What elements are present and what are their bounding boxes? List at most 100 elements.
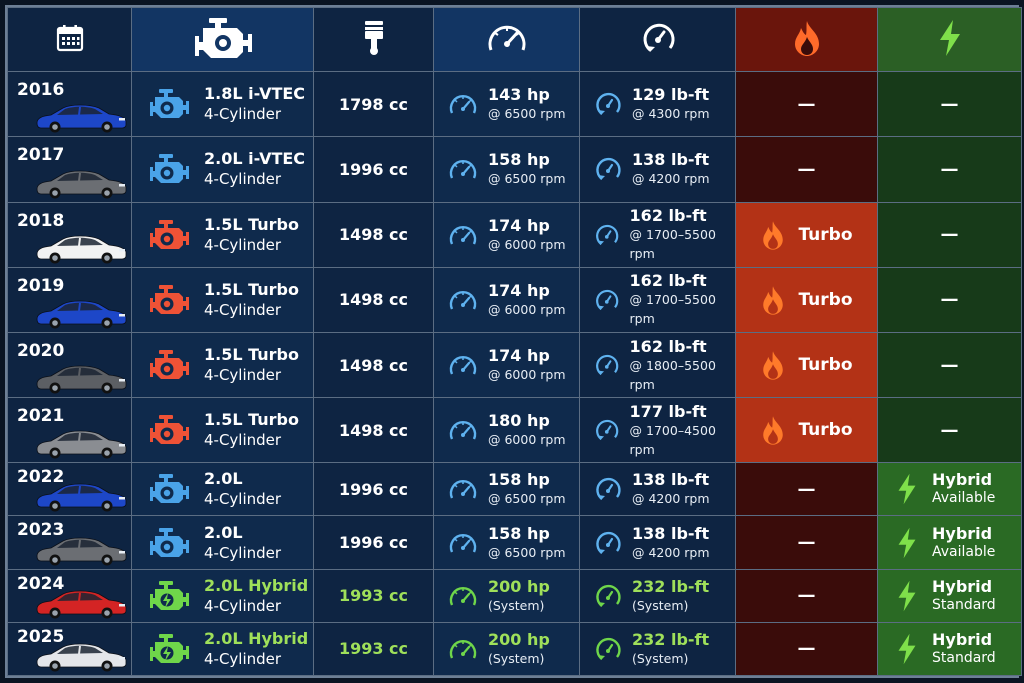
table-row: 2019 1.5L Turbo 4-Cylinder 1498 cc 174 hp @ 6… bbox=[7, 266, 1022, 333]
horsepower-rpm: @ 6500 rpm bbox=[488, 106, 566, 122]
torque-value: 138 lb-ft bbox=[632, 523, 710, 543]
year-cell: 2020 bbox=[7, 331, 132, 399]
engine-cell: 2.0L Hybrid 4-Cylinder bbox=[131, 621, 314, 677]
year-label: 2021 bbox=[17, 406, 65, 427]
table-row: 2023 2.0L 4-Cylinder 1996 cc 158 hp @ 6500 rp… bbox=[7, 515, 1022, 570]
torque-rpm: @ 1700–5500 rpm bbox=[629, 292, 716, 327]
displacement-value: 1498 cc bbox=[338, 290, 409, 310]
horsepower-cell: 180 hp @ 6000 rpm bbox=[433, 397, 580, 464]
torque-cell: 162 lb-ft @ 1700–5500 rpm bbox=[579, 266, 736, 333]
horsepower-rpm: @ 6000 rpm bbox=[488, 236, 566, 252]
flame-icon bbox=[763, 220, 784, 250]
turbo-cell: — bbox=[735, 515, 878, 570]
turbo-cell: — bbox=[735, 462, 878, 517]
header-torque bbox=[579, 6, 736, 73]
displacement-cell: 1996 cc bbox=[313, 515, 434, 570]
table-row: 2020 1.5L Turbo 4-Cylinder 1498 cc 174 hp @ 6… bbox=[7, 331, 1022, 399]
year-label: 2022 bbox=[17, 467, 65, 488]
hybrid-none: — bbox=[940, 93, 959, 115]
engine-cell: 1.5L Turbo 4-Cylinder bbox=[131, 266, 314, 333]
turbo-none: — bbox=[797, 638, 816, 660]
table-row: 2017 2.0L i-VTEC 4-Cylinder 1996 cc 158 hp @ … bbox=[7, 136, 1022, 203]
car-image bbox=[36, 104, 127, 133]
torque-icon bbox=[596, 224, 619, 245]
header-displacement bbox=[313, 6, 434, 73]
year-label: 2023 bbox=[17, 520, 65, 541]
cylinder-label: 4-Cylinder bbox=[204, 300, 282, 319]
torque-value: 138 lb-ft bbox=[632, 150, 710, 170]
horsepower-value: 158 hp bbox=[488, 523, 550, 543]
spec-table: 2016 1.8L i-VTEC 4-Cylinder 1798 cc 143 hp @ … bbox=[7, 6, 1022, 677]
engine-icon bbox=[150, 527, 189, 557]
cylinder-label: 4-Cylinder bbox=[204, 366, 282, 385]
engine-icon bbox=[150, 350, 189, 380]
year-label: 2020 bbox=[17, 340, 65, 361]
speedometer-icon bbox=[449, 639, 477, 659]
engine-name: 2.0L Hybrid bbox=[204, 575, 309, 595]
car-image bbox=[36, 484, 127, 512]
speedometer-icon bbox=[449, 356, 477, 375]
displacement-value: 1798 cc bbox=[338, 94, 409, 114]
hybrid-availability: Available bbox=[932, 490, 996, 507]
cylinder-label: 4-Cylinder bbox=[204, 431, 282, 450]
torque-cell: 232 lb-ft (System) bbox=[579, 621, 736, 677]
horsepower-cell: 174 hp @ 6000 rpm bbox=[433, 331, 580, 399]
car-image bbox=[36, 300, 127, 329]
displacement-cell: 1498 cc bbox=[313, 266, 434, 333]
torque-icon bbox=[596, 289, 619, 310]
torque-cell: 138 lb-ft @ 4200 rpm bbox=[579, 515, 736, 570]
speedometer-icon bbox=[449, 160, 477, 179]
turbo-label: Turbo bbox=[798, 420, 853, 441]
horsepower-cell: 158 hp @ 6500 rpm bbox=[433, 136, 580, 203]
hybrid-cell: Hybrid Available bbox=[877, 515, 1022, 570]
turbo-none: — bbox=[797, 158, 816, 180]
year-cell: 2018 bbox=[7, 201, 132, 268]
hybrid-cell: — bbox=[877, 266, 1022, 333]
turbo-cell: Turbo bbox=[735, 331, 878, 399]
hybrid-cell: Hybrid Standard bbox=[877, 568, 1022, 623]
turbo-cell: — bbox=[735, 568, 878, 623]
speedometer-icon bbox=[449, 225, 477, 245]
torque-cell: 177 lb-ft @ 1700–4500 rpm bbox=[579, 397, 736, 464]
engine-cell: 2.0L 4-Cylinder bbox=[131, 515, 314, 570]
engine-icon bbox=[150, 474, 189, 504]
speedometer-icon bbox=[449, 586, 477, 606]
hybrid-none: — bbox=[940, 354, 959, 376]
displacement-value: 1996 cc bbox=[338, 533, 409, 553]
year-cell: 2024 bbox=[7, 568, 132, 623]
spec-table-container: 2016 1.8L i-VTEC 4-Cylinder 1798 cc 143 hp @ … bbox=[5, 5, 1022, 678]
hybrid-availability: Standard bbox=[932, 596, 996, 613]
torque-icon bbox=[596, 531, 621, 554]
flame-icon bbox=[763, 351, 784, 380]
horsepower-cell: 200 hp (System) bbox=[433, 568, 580, 623]
displacement-value: 1993 cc bbox=[338, 639, 409, 659]
hybrid-none: — bbox=[940, 419, 959, 441]
turbo-cell: — bbox=[735, 621, 878, 677]
hybrid-cell: — bbox=[877, 201, 1022, 268]
torque-rpm: @ 4200 rpm bbox=[632, 171, 710, 187]
table-row: 2016 1.8L i-VTEC 4-Cylinder 1798 cc 143 hp @ … bbox=[7, 71, 1022, 138]
turbo-cell: Turbo bbox=[735, 397, 878, 464]
hybrid-label: Hybrid bbox=[932, 576, 993, 596]
flame-icon bbox=[763, 416, 784, 445]
flame-icon bbox=[794, 20, 819, 56]
torque-cell: 162 lb-ft @ 1800–5500 rpm bbox=[579, 331, 736, 399]
torque-rpm: (System) bbox=[632, 597, 689, 613]
hybrid-none: — bbox=[940, 158, 959, 180]
torque-rpm: @ 1800–5500 rpm bbox=[629, 357, 716, 392]
table-row: 2022 2.0L 4-Cylinder 1996 cc 158 hp @ 6500 rp… bbox=[7, 462, 1022, 517]
year-cell: 2016 bbox=[7, 71, 132, 138]
speedometer-icon bbox=[449, 533, 477, 553]
torque-cell: 138 lb-ft @ 4200 rpm bbox=[579, 136, 736, 203]
engine-name: 1.5L Turbo bbox=[204, 410, 299, 430]
displacement-value: 1498 cc bbox=[338, 355, 409, 375]
turbo-cell: — bbox=[735, 71, 878, 138]
hybrid-cell: — bbox=[877, 331, 1022, 399]
displacement-cell: 1498 cc bbox=[313, 331, 434, 399]
torque-icon bbox=[596, 478, 621, 501]
horsepower-value: 158 hp bbox=[488, 150, 550, 170]
table-row: 2021 1.5L Turbo 4-Cylinder 1498 cc 180 hp @ 6… bbox=[7, 397, 1022, 464]
horsepower-rpm: @ 6500 rpm bbox=[488, 544, 566, 560]
speedometer-icon bbox=[449, 421, 477, 440]
car-image bbox=[36, 590, 127, 619]
